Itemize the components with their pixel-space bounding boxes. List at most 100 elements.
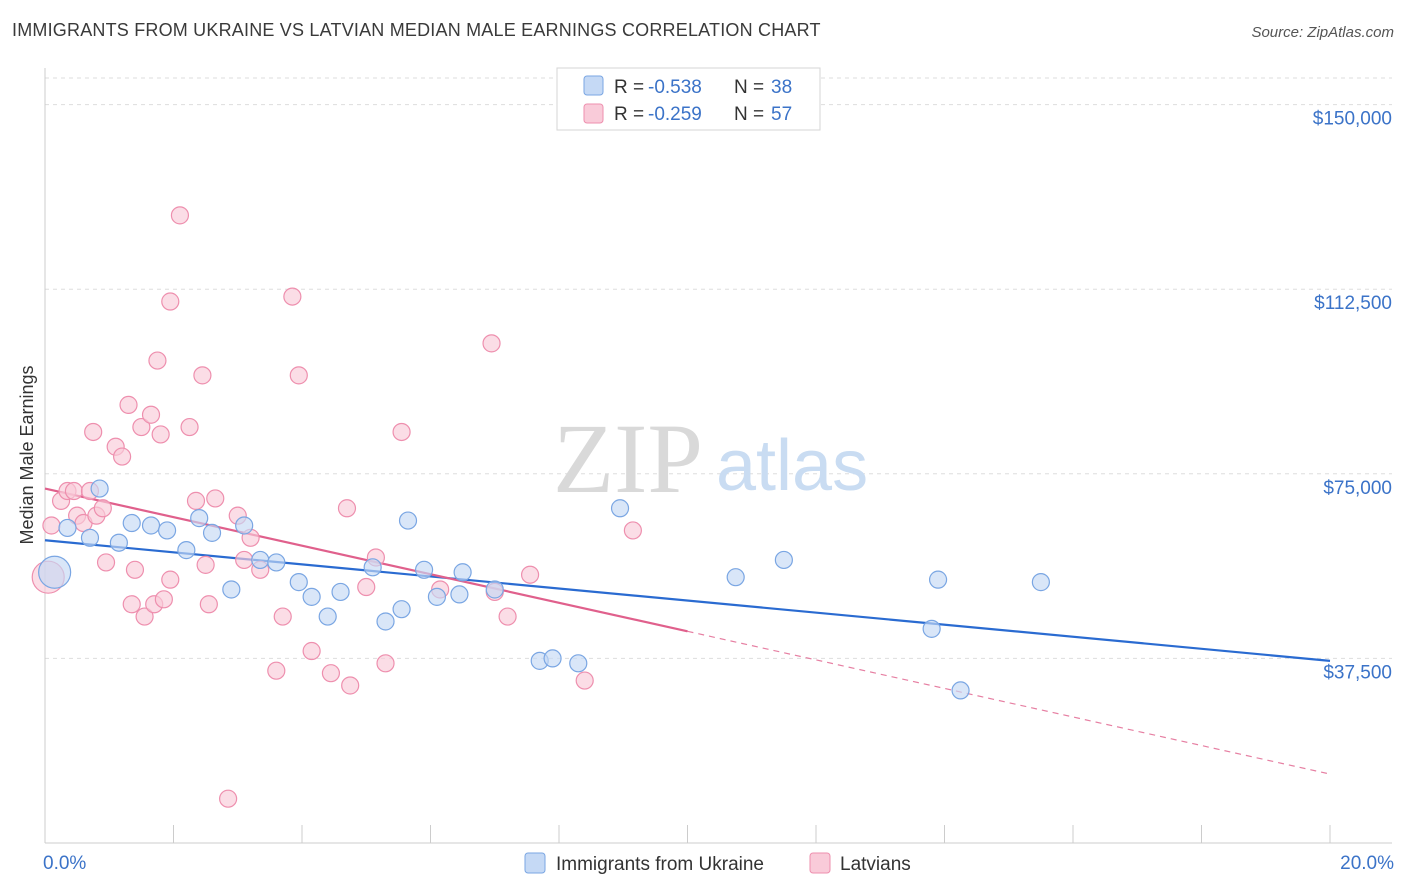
latvian-point xyxy=(151,425,170,444)
latvian-point xyxy=(132,417,151,437)
latvian-point xyxy=(141,405,161,424)
ukraine-point xyxy=(109,533,128,552)
legend-top: R = -0.538 N = 38 R = -0.259 N = 57 xyxy=(556,67,821,131)
legend-blue-n-value: 38 xyxy=(771,77,792,98)
ukraine-point xyxy=(80,528,100,547)
latvian-point xyxy=(170,206,190,225)
legend-bottom-blue-label: Immigrants from Ukraine xyxy=(556,854,764,875)
latvian-point xyxy=(482,334,501,353)
latvian-point xyxy=(180,417,199,437)
latvian-point xyxy=(337,499,357,518)
ukraine-point xyxy=(774,550,793,570)
ukraine-point xyxy=(450,585,469,604)
latvian-point xyxy=(321,664,341,683)
latvian-point xyxy=(84,422,103,442)
ukraine-point xyxy=(177,541,196,560)
ukraine-point xyxy=(302,587,321,606)
ukraine-point xyxy=(543,649,562,668)
legend-bottom-blue-swatch xyxy=(524,852,546,874)
ukraine-point xyxy=(922,619,941,638)
latvian-point xyxy=(125,560,145,579)
latvian-point xyxy=(289,366,308,385)
ukraine-point xyxy=(376,612,395,631)
latvian-point xyxy=(154,590,173,609)
ukraine-point xyxy=(318,607,337,626)
watermark: ZIP atlas xyxy=(553,403,868,514)
legend-pink-r-value: -0.259 xyxy=(648,104,702,125)
ukraine-point xyxy=(222,580,241,599)
legend-blue-r-label: R = xyxy=(614,77,644,98)
ukraine-point xyxy=(1031,573,1050,592)
ukraine-point xyxy=(267,553,286,572)
ukraine-point xyxy=(331,582,350,602)
latvian-point xyxy=(623,521,642,540)
y-axis-title: Median Male Earnings xyxy=(17,365,37,544)
x-tick-label-max: 20.0% xyxy=(1340,853,1394,874)
ukraine-point xyxy=(90,479,109,498)
chart-title: IMMIGRANTS FROM UKRAINE VS LATVIAN MEDIA… xyxy=(12,20,821,40)
ukraine-point xyxy=(951,681,970,700)
latvian-point xyxy=(42,516,61,535)
latvian-point xyxy=(357,577,376,597)
latvian-point xyxy=(112,447,132,466)
legend-blue-swatch xyxy=(583,75,604,96)
legend-pink-n-value: 57 xyxy=(771,104,792,125)
ukraine-point xyxy=(363,558,382,577)
latvian-point xyxy=(392,422,411,442)
ukraine-point xyxy=(157,521,177,540)
latvian-point xyxy=(235,550,254,570)
ukraine-point xyxy=(58,518,77,538)
ukraine-point xyxy=(569,654,588,673)
legend-bottom-pink-swatch xyxy=(809,852,831,874)
x-tick-label-min: 0.0% xyxy=(43,853,86,874)
latvian-point xyxy=(199,595,218,614)
ukraine-point xyxy=(122,513,141,533)
legend-pink-n-label: N = xyxy=(734,104,764,125)
latvian-point xyxy=(122,595,141,614)
latvian-point xyxy=(302,641,321,661)
ukraine-point xyxy=(289,573,308,592)
y-tick-label: $37,500 xyxy=(1323,662,1392,683)
latvian-point xyxy=(193,366,212,385)
ukraine-point xyxy=(453,563,472,582)
ukraine-point xyxy=(235,516,254,535)
ukraine-point xyxy=(202,523,222,542)
latvian-point xyxy=(267,661,286,680)
latvian-point xyxy=(93,499,112,518)
latvian-point xyxy=(283,287,302,306)
latvian-point xyxy=(161,292,180,311)
y-tick-label: $75,000 xyxy=(1323,478,1392,499)
latvian-point xyxy=(148,351,167,370)
ukraine-point xyxy=(610,499,630,518)
latvian-point xyxy=(498,607,517,626)
latvian-point xyxy=(376,654,395,673)
ukraine-point xyxy=(414,560,434,579)
latvian-point xyxy=(64,481,84,501)
latvian-point xyxy=(161,570,180,589)
source-credit: Source: ZipAtlas.com xyxy=(1251,24,1394,41)
ukraine-point xyxy=(726,568,745,587)
legend-bottom-pink-label: Latvians xyxy=(840,854,911,875)
ukraine-point xyxy=(485,580,504,599)
ukraine-point xyxy=(38,555,72,589)
legend-pink-swatch xyxy=(583,103,604,124)
latvian-point xyxy=(575,671,594,690)
latvian-point xyxy=(135,607,154,626)
latvian-point xyxy=(119,395,138,414)
legend-blue-r-value: -0.538 xyxy=(648,77,702,98)
latvian-point xyxy=(196,555,215,574)
points-layer xyxy=(31,206,1050,808)
latvian-trend-line xyxy=(44,487,688,633)
watermark-zip: ZIP xyxy=(553,403,703,514)
ukraine-point xyxy=(398,511,418,530)
ukraine-point xyxy=(427,587,447,606)
y-tick-label: $150,000 xyxy=(1313,109,1392,130)
ukraine-point xyxy=(928,570,948,589)
ukraine-point xyxy=(141,516,161,535)
legend-bottom: Immigrants from Ukraine Latvians xyxy=(524,852,911,875)
legend-blue-n-label: N = xyxy=(734,77,764,98)
y-tick-label: $112,500 xyxy=(1314,293,1392,314)
latvian-point xyxy=(96,553,116,572)
